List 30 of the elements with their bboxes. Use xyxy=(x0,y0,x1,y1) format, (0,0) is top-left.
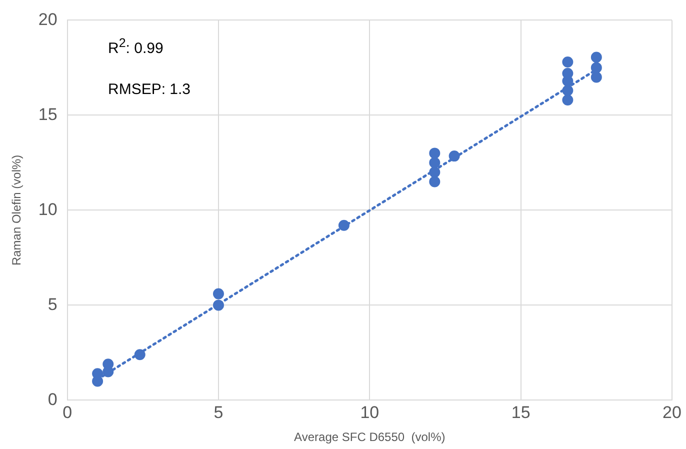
point xyxy=(590,72,602,83)
point xyxy=(448,150,460,162)
point xyxy=(338,220,350,231)
x-tick-label: 20 xyxy=(662,403,682,422)
x-tick-label: 5 xyxy=(214,403,224,422)
y-tick-label: 15 xyxy=(38,104,58,124)
x-tick-label: 15 xyxy=(511,403,530,422)
point xyxy=(429,166,440,178)
point xyxy=(562,94,574,106)
annotation: RMSEP: 1.3 xyxy=(108,81,191,98)
point xyxy=(590,52,602,63)
point xyxy=(212,288,224,300)
x-tick-label: 0 xyxy=(62,403,72,422)
point xyxy=(562,68,574,79)
point xyxy=(429,176,440,188)
x-axis-title: Average SFC D6550 (vol%) xyxy=(294,430,446,444)
x-tick-label: 10 xyxy=(360,403,380,422)
point xyxy=(429,157,440,168)
point xyxy=(134,349,146,360)
point xyxy=(590,62,602,74)
point xyxy=(212,300,224,311)
point xyxy=(562,85,574,96)
y-axis-title: Raman Olefin (vol%) xyxy=(10,154,24,266)
point xyxy=(429,148,440,159)
y-tick-label: 20 xyxy=(38,10,58,29)
y-tick-label: 0 xyxy=(48,390,58,409)
y-tick-label: 10 xyxy=(38,200,58,219)
y-tick-label: 5 xyxy=(48,294,58,314)
point xyxy=(562,56,574,68)
annotation: R$^{2}$: 0.99 xyxy=(108,36,164,57)
